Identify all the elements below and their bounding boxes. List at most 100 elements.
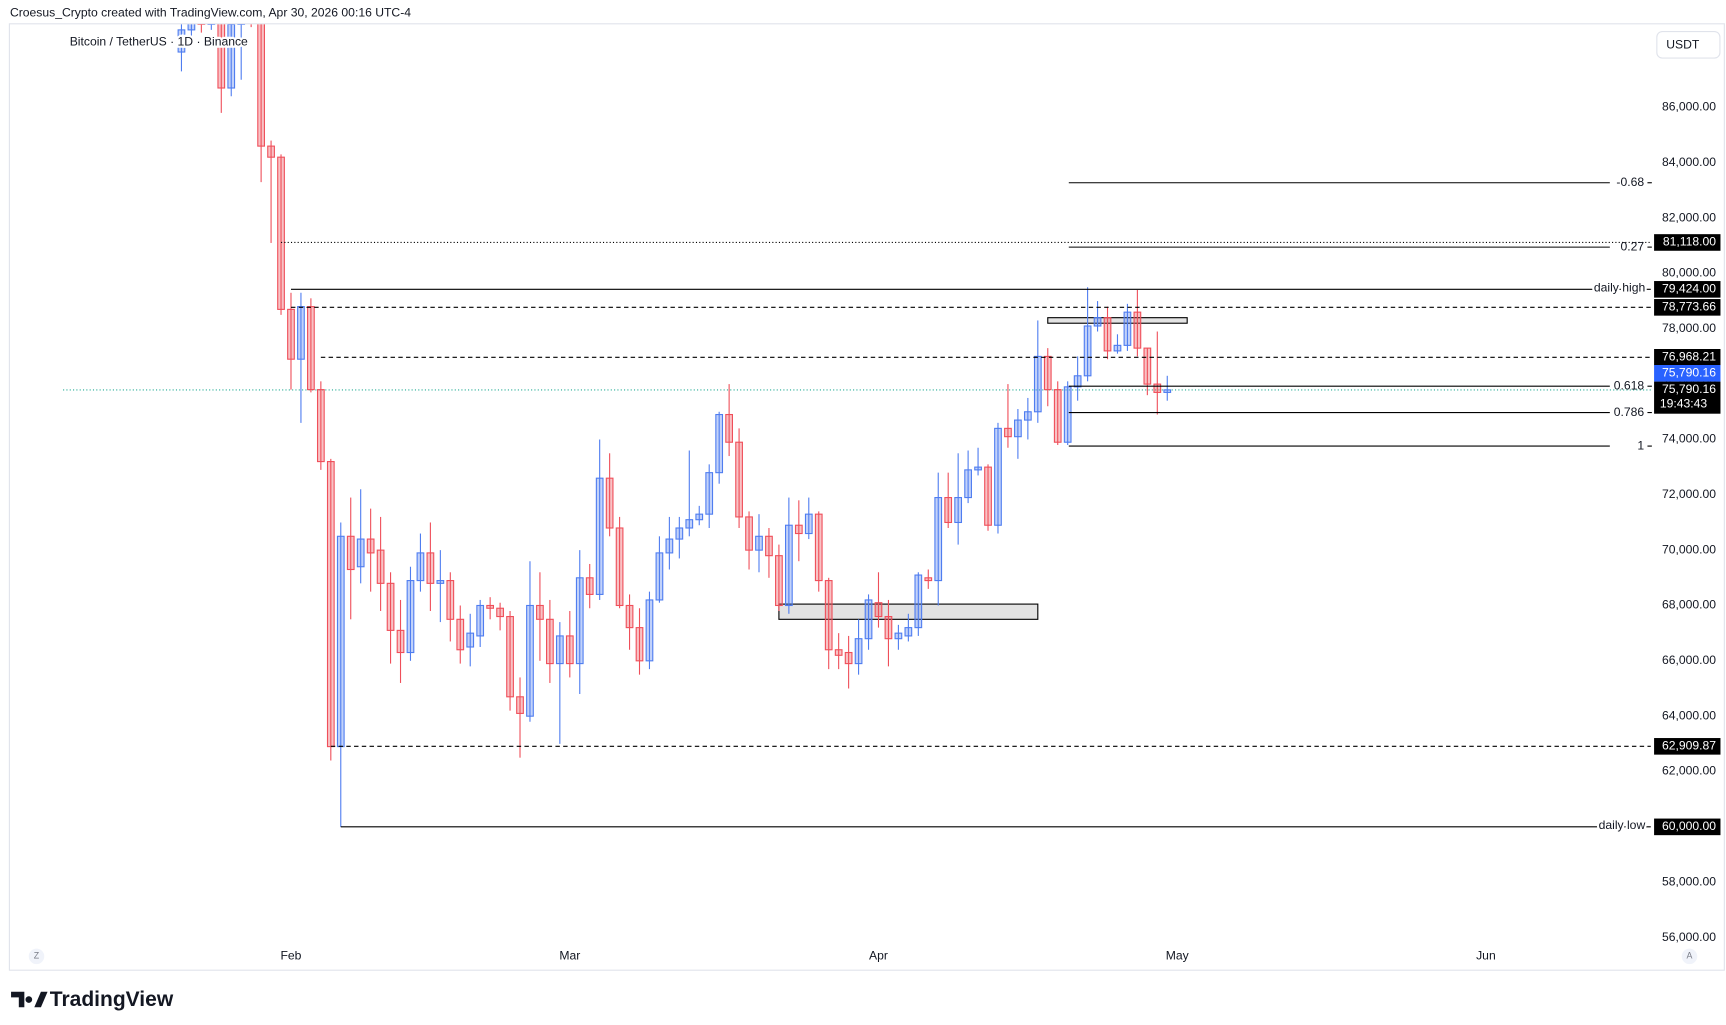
y-tick-label: 56,000.00 — [1662, 930, 1716, 944]
candle-body — [695, 513, 704, 521]
candle-body — [1133, 311, 1142, 349]
candle-body — [516, 696, 524, 714]
price-tag-label: 62,909.87 — [1662, 739, 1716, 753]
currency-button[interactable] — [1656, 30, 1721, 59]
y-tick-label: 78,000.00 — [1662, 321, 1716, 335]
candle-body — [854, 638, 863, 665]
candle-body — [715, 413, 724, 474]
candle-body — [954, 497, 963, 524]
candle-body — [884, 615, 893, 640]
candle-body — [685, 519, 694, 529]
candle-body — [595, 477, 604, 595]
candle-body — [635, 627, 644, 662]
price-tag — [1654, 234, 1721, 251]
price-zone — [1047, 317, 1188, 324]
candle-body — [1043, 355, 1052, 391]
candle-body — [615, 527, 624, 607]
candle-body — [605, 477, 614, 529]
candle-body — [506, 615, 514, 698]
candle-body — [1093, 317, 1102, 327]
candle-body — [257, 24, 265, 147]
candle-body — [894, 632, 903, 640]
candle-body — [1103, 317, 1112, 352]
price-tag — [1654, 818, 1721, 836]
candle-body — [376, 549, 385, 584]
y-tick-label: 70,000.00 — [1662, 542, 1716, 556]
y-tick-label: 80,000.00 — [1662, 266, 1716, 280]
price-tag-label: 75,790.16 — [1662, 366, 1716, 380]
currency-label[interactable]: USDT — [1666, 38, 1700, 52]
brand-logo — [11, 991, 48, 1008]
fib-label: 0.786 — [1614, 405, 1645, 419]
candle-body — [536, 604, 544, 620]
candle-body — [625, 604, 634, 629]
candle-body — [1033, 355, 1042, 413]
candle-body — [177, 29, 186, 53]
candle-body — [476, 604, 485, 637]
candle-body — [1083, 325, 1092, 377]
price-tag — [1654, 349, 1721, 366]
y-tick-label: 72,000.00 — [1662, 487, 1716, 501]
candle-body — [575, 577, 584, 665]
y-tick-label: 82,000.00 — [1662, 210, 1716, 224]
candle-body — [904, 627, 913, 637]
candle-body — [546, 618, 554, 665]
symbol-legend: Bitcoin / TetherUS · 1D · Binance — [70, 34, 248, 48]
candle-body — [864, 599, 873, 640]
candle-body — [446, 580, 455, 620]
price-tag-label: 81,118.00 — [1663, 235, 1716, 249]
candle-body — [994, 427, 1002, 526]
x-tick-label: Feb — [281, 949, 302, 963]
candle-body — [466, 632, 475, 648]
candle-body — [287, 308, 295, 360]
x-tick-label: Apr — [869, 949, 888, 963]
y-tick-label: 66,000.00 — [1662, 653, 1716, 667]
candle-body — [297, 306, 305, 360]
candle-body — [765, 535, 773, 557]
zoom-label[interactable]: Z — [34, 951, 40, 961]
auto-scale-button[interactable] — [1681, 948, 1698, 965]
last-price-tag — [1654, 381, 1721, 414]
candle-body — [665, 538, 674, 554]
y-tick-label: 74,000.00 — [1662, 432, 1716, 446]
fib-label: 0.618 — [1614, 378, 1645, 392]
candle-body — [336, 535, 345, 748]
candle-body — [426, 552, 435, 584]
y-tick-label: 62,000.00 — [1662, 764, 1716, 778]
candle-body — [565, 635, 574, 665]
y-tick-label: 58,000.00 — [1662, 874, 1716, 888]
candle-body — [1023, 411, 1032, 421]
candle-body — [914, 574, 923, 629]
price-tag-label: 78,773.66 — [1662, 300, 1716, 314]
candle-body — [705, 472, 714, 515]
x-tick-label: Jun — [1476, 949, 1496, 963]
price-tag — [1654, 281, 1721, 298]
candle-body — [944, 497, 953, 524]
candle-body — [1143, 347, 1152, 385]
fib-label: 1 — [1637, 438, 1644, 452]
y-tick-label: 84,000.00 — [1662, 155, 1716, 169]
candle-body — [645, 599, 654, 662]
candle-body — [1113, 344, 1122, 352]
candle-body — [187, 24, 196, 31]
candle-body — [316, 389, 325, 463]
candle-body — [1004, 427, 1012, 438]
zoom-button[interactable] — [28, 948, 45, 965]
price-tag — [1654, 738, 1721, 755]
candle-body — [436, 580, 445, 584]
candle-body — [1014, 419, 1022, 438]
candle-body — [824, 580, 833, 651]
price-tag-label: 79,424.00 — [1662, 282, 1716, 296]
candle-body — [217, 24, 226, 89]
level-note: daily low — [1599, 818, 1646, 832]
candle-body — [1163, 389, 1172, 393]
candle-body — [794, 524, 803, 535]
y-tick-label: 64,000.00 — [1662, 708, 1716, 722]
candle-body — [277, 156, 285, 310]
candle-body — [655, 552, 664, 601]
auto-scale-label[interactable]: A — [1687, 951, 1693, 961]
candle-body — [964, 469, 972, 499]
candle-body — [755, 535, 763, 551]
candle-body — [735, 441, 743, 518]
